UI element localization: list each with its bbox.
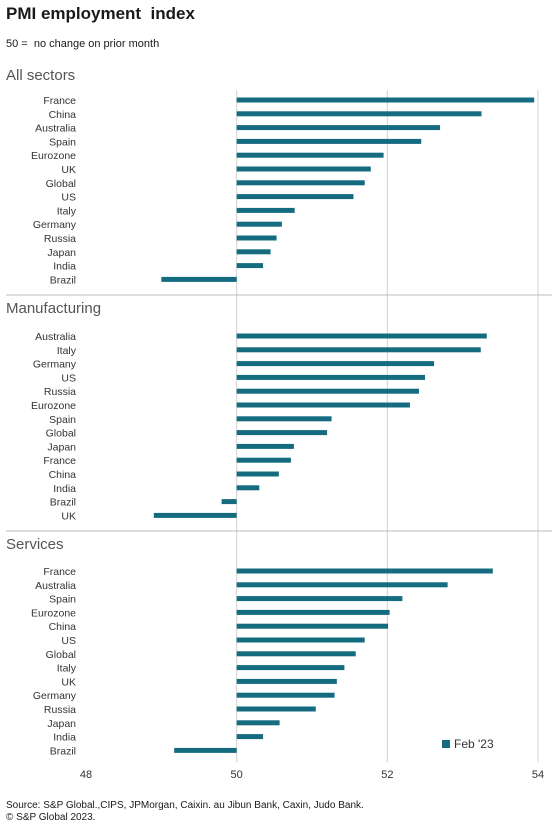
category-label: Russia — [44, 386, 76, 398]
legend-swatch — [442, 740, 450, 748]
bar — [236, 402, 410, 408]
category-label: France — [43, 566, 76, 578]
bar — [236, 194, 354, 200]
bar — [236, 665, 345, 671]
x-tick-label: 50 — [231, 769, 243, 781]
bar — [236, 388, 419, 394]
category-label: India — [53, 261, 76, 273]
bar — [236, 706, 316, 712]
bar — [236, 207, 295, 213]
bar — [236, 249, 271, 255]
category-label: India — [53, 483, 76, 495]
bar — [236, 263, 264, 269]
bar — [236, 637, 365, 643]
category-label: Brazil — [50, 497, 76, 509]
bar — [161, 276, 237, 282]
bar — [236, 582, 448, 588]
category-label: Eurozone — [31, 400, 76, 412]
category-label: Australia — [35, 331, 76, 343]
category-label: China — [49, 109, 77, 121]
category-label: Brazil — [50, 745, 76, 757]
bar — [236, 166, 371, 172]
chart-subtitle: 50 = no change on prior month — [6, 38, 160, 50]
bar — [236, 416, 332, 422]
bar — [236, 471, 279, 477]
category-label: Spain — [49, 594, 76, 606]
category-label: UK — [61, 676, 76, 688]
bar — [236, 221, 282, 227]
category-label: Spain — [49, 136, 76, 148]
bar — [236, 125, 441, 131]
category-label: Eurozone — [31, 150, 76, 162]
copyright-line: © S&P Global 2023. — [6, 812, 96, 823]
panel-title: Services — [6, 536, 64, 553]
x-tick-label: 48 — [80, 769, 92, 781]
category-label: Eurozone — [31, 607, 76, 619]
panel-title: All sectors — [6, 67, 75, 84]
category-label: Germany — [33, 359, 77, 371]
bar — [236, 111, 482, 117]
category-label: Russia — [44, 233, 76, 245]
category-label: Global — [46, 428, 76, 440]
bar — [236, 596, 403, 602]
pmi-employment-chart: All sectorsFranceChinaAustraliaSpainEuro… — [6, 67, 552, 781]
category-label: Australia — [35, 123, 76, 135]
category-label: China — [49, 469, 77, 481]
category-label: Japan — [47, 441, 76, 453]
category-label: Japan — [47, 718, 76, 730]
source-line: Source: S&P Global.,CIPS, JPMorgan, Caix… — [6, 800, 364, 811]
category-label: China — [49, 621, 77, 633]
category-label: Germany — [33, 219, 77, 231]
bar — [236, 720, 280, 726]
category-label: UK — [61, 510, 76, 522]
category-label: Australia — [35, 580, 76, 592]
bar — [236, 692, 335, 698]
category-label: Japan — [47, 247, 76, 259]
bar — [236, 651, 356, 657]
category-label: Russia — [44, 704, 76, 716]
legend-label: Feb '23 — [454, 737, 494, 751]
category-label: US — [61, 192, 76, 204]
category-label: France — [43, 95, 76, 107]
bar — [174, 747, 237, 753]
panel-title: Manufacturing — [6, 300, 101, 317]
category-label: US — [61, 635, 76, 647]
bar — [153, 512, 237, 518]
bar — [236, 568, 493, 574]
category-label: Global — [46, 178, 76, 190]
bar — [236, 347, 481, 353]
category-label: Spain — [49, 414, 76, 426]
source-note: Source: S&P Global.,CIPS, JPMorgan, Caix… — [6, 800, 364, 824]
category-label: UK — [61, 164, 76, 176]
bar — [236, 138, 422, 144]
bar — [221, 499, 237, 505]
bar — [236, 609, 390, 615]
bar — [236, 180, 365, 186]
bar — [236, 97, 535, 103]
x-tick-label: 54 — [532, 769, 544, 781]
category-label: Germany — [33, 690, 77, 702]
bar — [236, 734, 264, 740]
category-label: Italy — [57, 663, 77, 675]
bar — [236, 678, 337, 684]
category-label: US — [61, 372, 76, 384]
category-label: Italy — [57, 345, 77, 357]
bar — [236, 443, 294, 449]
bar — [236, 361, 435, 367]
category-label: India — [53, 732, 76, 744]
category-label: Brazil — [50, 274, 76, 286]
bar — [236, 430, 328, 436]
category-label: Global — [46, 649, 76, 661]
chart-title: PMI employment index — [6, 4, 195, 23]
bar — [236, 623, 389, 629]
x-tick-label: 52 — [381, 769, 393, 781]
bar — [236, 235, 277, 241]
bar — [236, 374, 425, 380]
bar — [236, 485, 260, 491]
bar — [236, 152, 384, 158]
bar — [236, 333, 487, 339]
category-label: France — [43, 455, 76, 467]
bar — [236, 457, 291, 463]
category-label: Italy — [57, 205, 77, 217]
